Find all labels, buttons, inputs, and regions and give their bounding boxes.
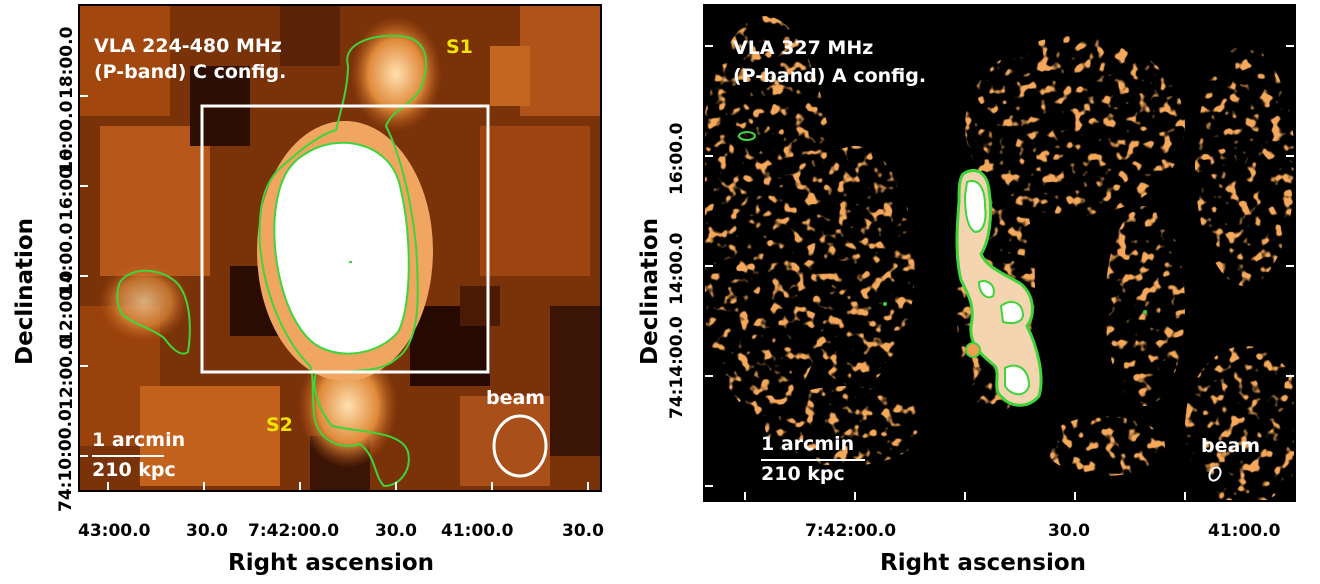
left-x-tick-4: 30.0 [375, 521, 417, 541]
right-tick-marks [705, 45, 1294, 500]
right-y-axis-title: Declination [637, 217, 663, 365]
source-label-s1: S1 [446, 36, 473, 58]
left-radio-map: VLA 224-480 MHz (P-band) C config. S1 S2… [78, 4, 602, 492]
right-x-axis-title: Right ascension [880, 550, 1087, 576]
green-spot-3 [1143, 310, 1147, 314]
core-white-region [273, 141, 410, 355]
right-beam-ellipse [1208, 466, 1222, 482]
right-map-graphic [705, 6, 1294, 500]
right-y-tick-1: 74:14:00.0 [667, 316, 687, 419]
right-scale-bar [761, 459, 865, 461]
s1-glow [350, 16, 442, 132]
zoom-box [200, 104, 490, 374]
left-x-tick-3: 7:42:00.0 [248, 521, 340, 541]
left-y-tick-4: 14:00.0 [57, 222, 77, 295]
left-y-tick-7: 18:00.0 [57, 26, 77, 99]
west-contour [116, 269, 191, 355]
right-radio-map: VLA 327 MHz (P-band) A config. beam 1 ar… [703, 4, 1296, 502]
left-map-graphic [80, 6, 600, 490]
left-x-tick-1: 43:00.0 [78, 521, 151, 541]
core-center-marker [349, 261, 352, 263]
source-label-s2: S2 [266, 414, 293, 436]
right-central-source [955, 169, 1043, 407]
right-diffuse-emission [705, 6, 1294, 500]
left-beam-ellipse [492, 414, 548, 478]
right-x-tick-3: 41:00.0 [1208, 521, 1281, 541]
left-beam-label: beam [486, 387, 546, 409]
right-beam-label: beam [1201, 435, 1261, 457]
left-y-tick-6: 16:00.0 [57, 100, 77, 173]
left-x-tick-2: 30.0 [186, 521, 228, 541]
green-spot-1 [738, 131, 756, 141]
left-scale-kpc: 210 kpc [92, 459, 176, 481]
left-scale-arcmin: 1 arcmin [92, 429, 186, 451]
right-y-tick-2: 14:00.0 [667, 232, 687, 305]
left-y-tick-2: 12:00.0 [57, 337, 77, 410]
right-y-tick-3: 16:00.0 [667, 122, 687, 195]
right-x-tick-2: 30.0 [1048, 521, 1090, 541]
outer-contour [258, 34, 427, 488]
right-x-tick-1: 7:42:00.0 [805, 521, 897, 541]
left-title-line1: VLA 224-480 MHz [94, 35, 282, 57]
left-x-tick-5: 41:00.0 [441, 521, 514, 541]
right-scale-kpc: 210 kpc [761, 463, 845, 485]
green-spot-2 [883, 302, 887, 306]
right-scale-arcmin: 1 arcmin [761, 433, 855, 455]
left-y-tick-1: 74:10:00.0 [56, 409, 76, 512]
left-x-tick-6: 30.0 [562, 521, 604, 541]
left-scale-bar [92, 455, 164, 457]
west-blob-glow [98, 262, 190, 342]
left-tick-marks [80, 95, 589, 490]
left-y-axis-title: Declination [12, 217, 38, 365]
right-title-line1: VLA 327 MHz [733, 37, 874, 59]
left-x-axis-title: Right ascension [228, 550, 435, 576]
right-title-line2: (P-band) A config. [733, 65, 927, 87]
left-title-line2: (P-band) C config. [94, 61, 287, 83]
